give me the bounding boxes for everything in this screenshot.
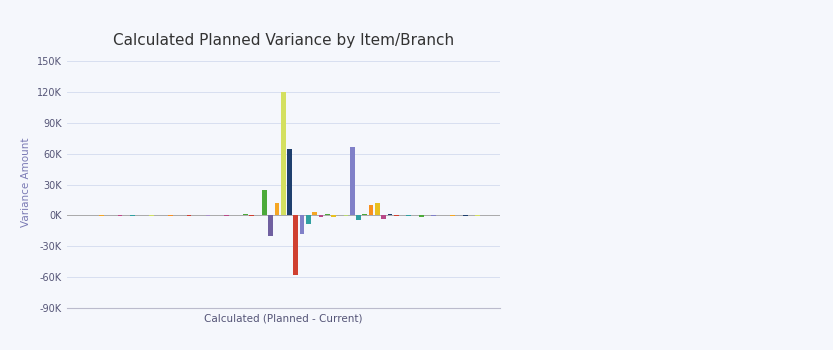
Bar [293, 216, 298, 275]
Bar [369, 205, 373, 216]
Bar [300, 216, 304, 234]
Bar [375, 203, 380, 216]
Bar [337, 215, 342, 216]
Bar [387, 214, 392, 216]
Bar [419, 216, 424, 217]
Bar [325, 214, 330, 216]
Bar [87, 215, 91, 216]
Bar [287, 148, 292, 216]
X-axis label: Calculated (Planned - Current): Calculated (Planned - Current) [204, 314, 362, 323]
Bar [350, 147, 355, 216]
Legend: MFGB1 - MOV..., MFGB2 - MOV..., MFGB3 - MOV..., MFGB1 - MOV..., MFGB2 - MOV..., : MFGB1 - MOV..., MFGB2 - MOV..., MFGB3 - … [511, 21, 712, 183]
Bar [318, 216, 323, 217]
Bar [306, 216, 311, 224]
Bar [268, 216, 273, 236]
Bar [362, 214, 367, 216]
Bar [237, 215, 242, 216]
Bar [425, 215, 430, 216]
Bar [412, 215, 417, 216]
Bar [281, 92, 286, 216]
Bar [382, 216, 386, 218]
Title: Calculated Planned Variance by Item/Branch: Calculated Planned Variance by Item/Bran… [112, 33, 454, 48]
Bar [275, 203, 279, 216]
Bar [438, 215, 442, 216]
Bar [243, 214, 248, 216]
Bar [256, 215, 261, 216]
Bar [312, 212, 317, 216]
Bar [331, 216, 336, 217]
Bar [357, 216, 361, 219]
Y-axis label: Variance Amount: Variance Amount [22, 137, 32, 227]
Bar [262, 190, 267, 216]
Bar [400, 215, 405, 216]
